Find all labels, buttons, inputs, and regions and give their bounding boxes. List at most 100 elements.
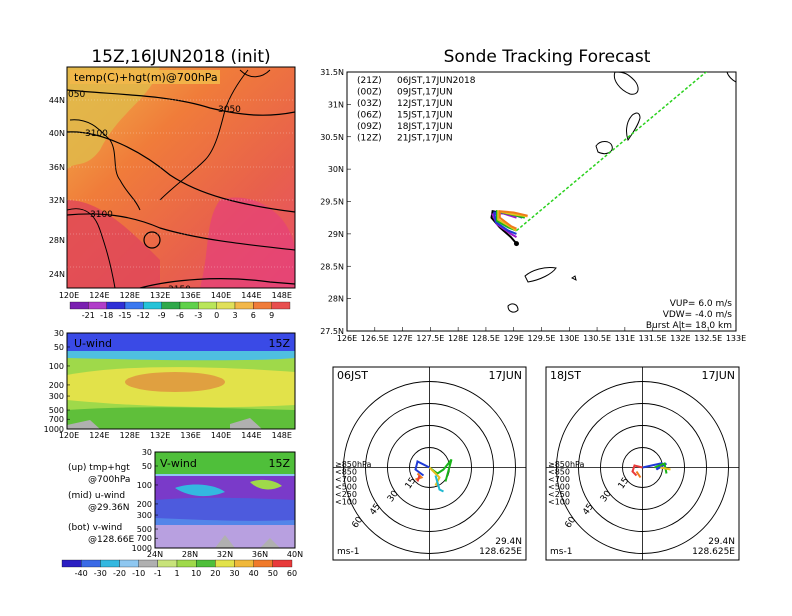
polar-level-label: ≥850hPa bbox=[548, 460, 585, 469]
temp-colorbar: -21 -18 -15 -12 -9 -6 -3 0 3 6 9 bbox=[69, 301, 291, 320]
island-yaku bbox=[595, 141, 613, 155]
note-up2: @700hPa bbox=[88, 475, 130, 485]
u-x-tick: 136E bbox=[180, 431, 200, 440]
u-y-tick: 1000 bbox=[44, 425, 64, 434]
vdw-text: VDW= -4.0 m/s bbox=[663, 310, 733, 320]
v-colorbar: -40 -30 -20 -10 -1 1 10 20 30 40 50 60 bbox=[61, 559, 297, 578]
v-blue-band bbox=[155, 497, 295, 525]
track-y-tick: 27.5N bbox=[320, 327, 344, 336]
polar-unit: ms-1 bbox=[337, 547, 359, 557]
v-colorbar-label: -30 bbox=[94, 569, 107, 578]
temp-colorbar-label: -12 bbox=[137, 311, 150, 320]
island-small-2 bbox=[571, 275, 577, 281]
note-up: (up) tmp+hgt bbox=[68, 463, 130, 473]
polar-lon: 128.625E bbox=[692, 547, 735, 557]
legend-text: 12JST,17JUN bbox=[397, 99, 453, 109]
track-x-tick: 133E bbox=[726, 334, 746, 343]
polar-level-label: <500 bbox=[335, 483, 357, 492]
burst-text: Burst Alt= 18.0 km bbox=[646, 321, 732, 331]
legend-text: 21JST,17JUN bbox=[397, 134, 453, 144]
legend-code: (03Z) bbox=[357, 99, 382, 109]
temp-y-tick: 40N bbox=[49, 129, 65, 138]
legend-code: (00Z) bbox=[357, 88, 382, 98]
note-mid2: @29.36N bbox=[88, 503, 130, 513]
legend-code: (06Z) bbox=[357, 111, 382, 121]
v-colorbar-cell bbox=[81, 559, 101, 568]
v-colorbar-label: 20 bbox=[210, 569, 220, 578]
v-colorbar-label: 30 bbox=[229, 569, 239, 578]
temp-x-tick: 128E bbox=[120, 291, 140, 300]
polar-hodograph bbox=[635, 470, 642, 479]
track-y-ticks: 31.5N 31N 30.5N 30N 29.5N 29N 28.5N 28N 27.5N bbox=[320, 68, 351, 336]
track-x-tick: 132E bbox=[670, 334, 690, 343]
track-x-tick: 130.5E bbox=[583, 334, 611, 343]
temp-x-tick: 148E bbox=[272, 291, 292, 300]
temp-colorbar-cell bbox=[124, 301, 144, 310]
note-mid: (mid) u-wind bbox=[68, 491, 125, 501]
temp-colorbar-cell bbox=[253, 301, 272, 310]
temp-x-tick: 136E bbox=[180, 291, 200, 300]
polar-level-label: <250 bbox=[335, 490, 357, 499]
contour-low-circle bbox=[143, 231, 161, 249]
main-title: Sonde Tracking Forecast bbox=[444, 47, 651, 67]
v-colorbar-cell bbox=[157, 559, 178, 568]
v-colorbar-cell bbox=[215, 559, 235, 568]
init-title: 15Z,16JUN2018 (init) bbox=[91, 47, 270, 67]
v-y-tick: 200 bbox=[137, 500, 152, 509]
temp-colorbar-label: 3 bbox=[232, 311, 237, 320]
legend-code: (09Z) bbox=[357, 122, 382, 132]
island-tanega bbox=[626, 112, 641, 142]
polar-level-label: <700 bbox=[548, 475, 570, 484]
temp-colorbar-label: 6 bbox=[251, 311, 256, 320]
v-colorbar-cell bbox=[196, 559, 216, 568]
temp-panel: 3050 3100 3100 3150 050 temp(C)+hgt(m)@7… bbox=[49, 66, 296, 320]
u-frame bbox=[66, 332, 296, 430]
u-upper-band bbox=[67, 351, 295, 361]
v-colorbar-label: -40 bbox=[75, 569, 88, 578]
v-colorbar-cell bbox=[234, 559, 254, 568]
u-x-tick: 140E bbox=[211, 431, 231, 440]
u-x-tick: 144E bbox=[241, 431, 261, 440]
polar-time: 06JST bbox=[337, 369, 368, 382]
temp-colorbar-label: -15 bbox=[118, 311, 131, 320]
v-y-tick: 30 bbox=[142, 448, 152, 457]
launch-point bbox=[513, 241, 519, 247]
temp-colorbar-cell bbox=[234, 301, 254, 310]
u-x-tick: 128E bbox=[120, 431, 140, 440]
u-y-tick: 300 bbox=[49, 392, 64, 401]
v-colorbar-cell bbox=[61, 559, 82, 568]
temp-label-box bbox=[70, 70, 220, 84]
v-green-patch bbox=[250, 479, 282, 490]
temp-warm-region bbox=[67, 200, 160, 288]
track-x-tick: 126.5E bbox=[361, 334, 389, 343]
v-colorbar-cell bbox=[138, 559, 158, 568]
temp-cool-region bbox=[67, 67, 160, 170]
v-frame bbox=[154, 451, 296, 549]
legend-text: 06JST,17JUN2018 bbox=[397, 76, 476, 86]
legend-text: 18JST,17JUN bbox=[397, 122, 453, 132]
temp-x-tick: 124E bbox=[89, 291, 109, 300]
track-y-tick: 29N bbox=[328, 230, 344, 239]
v-colorbar-label: 1 bbox=[174, 569, 179, 578]
polar-time: 18JST bbox=[550, 369, 581, 382]
u-x-tick: 132E bbox=[150, 431, 170, 440]
v-colorbar-label: 60 bbox=[287, 569, 297, 578]
temp-x-tick: 144E bbox=[241, 291, 261, 300]
polar-lat: 29.4N bbox=[495, 537, 522, 547]
v-y-tick: 50 bbox=[142, 462, 152, 471]
temp-y-ticks: 44N 40N 36N 32N 28N 24N bbox=[49, 96, 65, 279]
track-y-tick: 28.5N bbox=[320, 262, 344, 271]
track-y-tick: 30N bbox=[328, 165, 344, 174]
v-colorbar-label: 10 bbox=[191, 569, 201, 578]
temp-colorbar-label: -3 bbox=[194, 311, 202, 320]
polar-hodograph bbox=[654, 462, 668, 474]
track-x-tick: 129.5E bbox=[528, 334, 556, 343]
u-y-tick: 100 bbox=[49, 362, 64, 371]
track-series bbox=[490, 72, 708, 247]
polar-date: 17JUN bbox=[701, 369, 735, 382]
legend-code: (21Z) bbox=[357, 76, 382, 86]
